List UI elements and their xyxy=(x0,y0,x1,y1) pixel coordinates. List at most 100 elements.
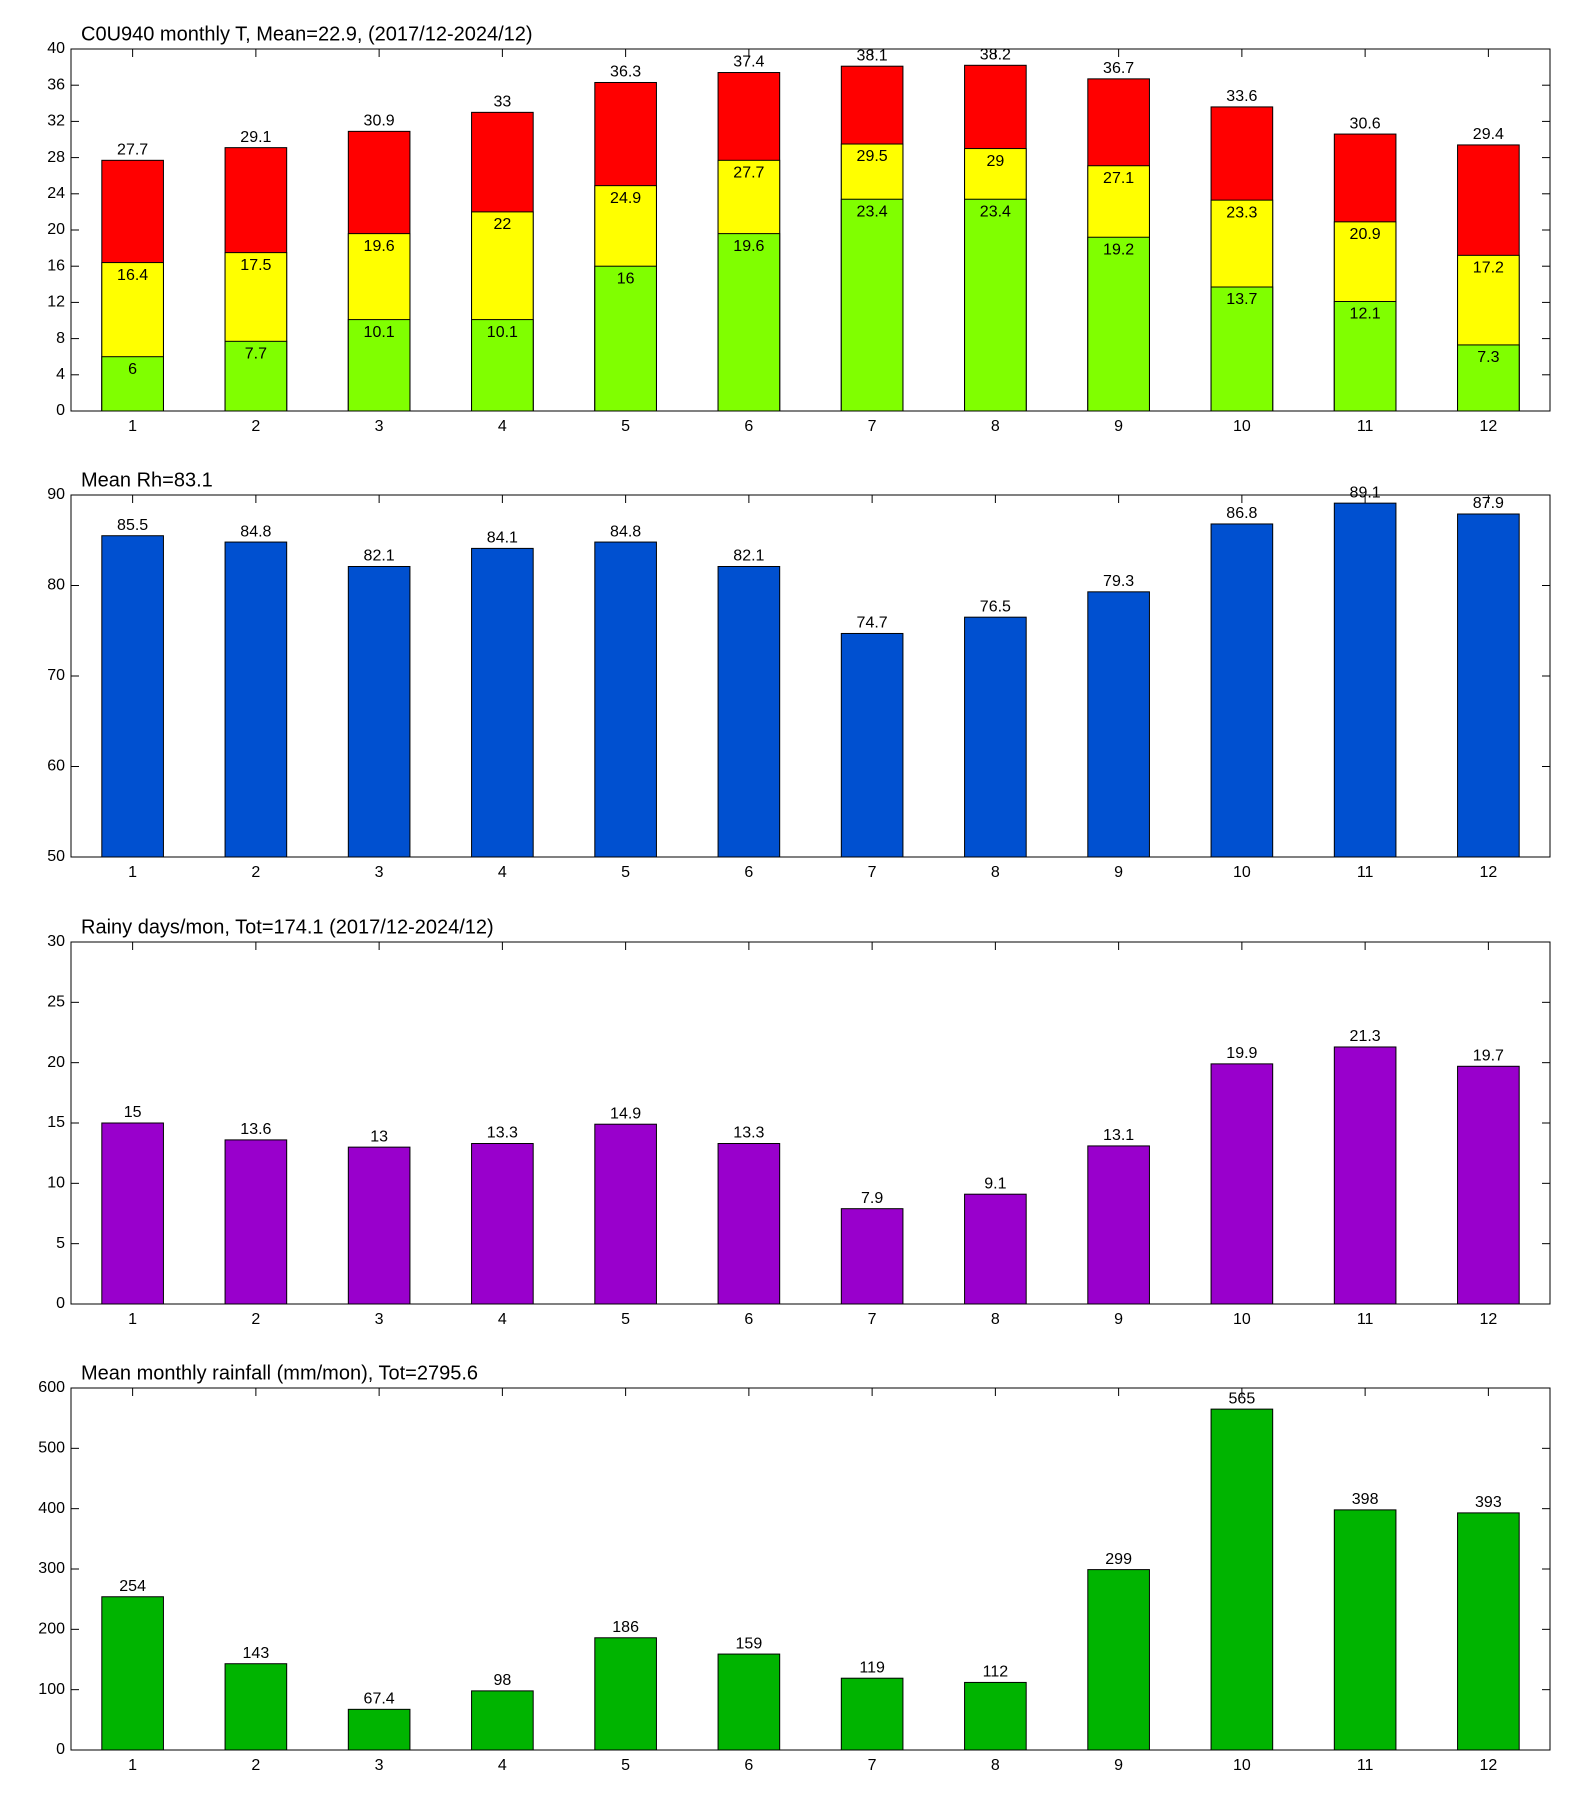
x-tick-label: 9 xyxy=(1114,418,1123,435)
x-tick-label: 5 xyxy=(621,418,630,435)
x-tick-label: 1 xyxy=(128,1757,137,1774)
bar xyxy=(1333,1046,1397,1305)
bar xyxy=(1333,1509,1397,1751)
axes-box xyxy=(70,48,1551,412)
x-tick-label: 2 xyxy=(251,1757,260,1774)
x-tick-label: 1 xyxy=(128,864,137,881)
bar xyxy=(964,1193,1027,1305)
bar xyxy=(1210,1408,1274,1751)
x-tick-label: 6 xyxy=(744,418,753,435)
x-tick-label: 10 xyxy=(1233,1757,1251,1774)
data-label: 33.6 xyxy=(1226,88,1257,105)
data-label: 17.5 xyxy=(240,257,271,274)
bar xyxy=(471,547,534,858)
bar xyxy=(347,1708,411,1751)
bar xyxy=(1087,236,1150,412)
x-tick-label: 3 xyxy=(375,864,384,881)
data-label: 6 xyxy=(128,361,137,378)
data-label: 10.1 xyxy=(487,324,518,341)
data-label: 36.3 xyxy=(610,64,641,81)
data-label: 186 xyxy=(612,1619,639,1636)
x-tick-label: 7 xyxy=(868,418,877,435)
data-label: 22 xyxy=(493,216,511,233)
data-label: 12.1 xyxy=(1350,306,1381,323)
data-label: 74.7 xyxy=(857,615,888,632)
bar xyxy=(471,319,534,412)
data-label: 84.1 xyxy=(487,530,518,547)
y-tick-label: 0 xyxy=(56,402,65,419)
data-label: 36.7 xyxy=(1103,60,1134,77)
x-tick-label: 11 xyxy=(1357,864,1374,881)
chart-title: C0U940 monthly T, Mean=22.9, (2017/12-20… xyxy=(81,23,533,45)
data-label: 13.6 xyxy=(240,1121,271,1138)
data-label: 20.9 xyxy=(1350,226,1381,243)
y-tick-label: 30 xyxy=(47,933,65,950)
bar xyxy=(717,233,781,412)
x-tick-label: 3 xyxy=(375,418,384,435)
bar xyxy=(594,265,657,412)
y-tick-label: 12 xyxy=(47,294,65,311)
x-tick-label: 1 xyxy=(128,418,137,435)
data-label: 7.9 xyxy=(861,1190,883,1207)
data-label: 23.4 xyxy=(980,203,1011,220)
bar xyxy=(1333,300,1397,412)
bar xyxy=(1333,502,1397,858)
bar xyxy=(1210,1063,1274,1305)
x-tick-label: 9 xyxy=(1114,1757,1123,1774)
y-tick-label: 20 xyxy=(47,221,65,238)
x-tick-label: 11 xyxy=(1357,418,1374,435)
bar xyxy=(964,1681,1027,1751)
bar xyxy=(224,1663,288,1751)
bar xyxy=(471,1143,534,1305)
bar xyxy=(717,1143,781,1305)
data-label: 119 xyxy=(859,1659,885,1676)
x-tick-label: 11 xyxy=(1357,1311,1374,1328)
data-label: 84.8 xyxy=(610,523,641,540)
x-tick-label: 6 xyxy=(744,1311,753,1328)
bar xyxy=(840,198,904,412)
x-tick-label: 12 xyxy=(1479,864,1497,881)
bar xyxy=(964,198,1027,412)
x-tick-label: 10 xyxy=(1233,1311,1251,1328)
x-tick-label: 11 xyxy=(1357,1757,1374,1774)
data-label: 79.3 xyxy=(1103,573,1134,590)
data-label: 87.9 xyxy=(1473,495,1504,512)
bar xyxy=(101,535,164,858)
y-tick-label: 60 xyxy=(47,758,65,775)
bar xyxy=(471,1690,534,1751)
x-tick-label: 2 xyxy=(251,864,260,881)
bar xyxy=(1210,286,1274,412)
data-label: 67.4 xyxy=(364,1691,395,1708)
x-tick-label: 2 xyxy=(251,418,260,435)
y-tick-label: 70 xyxy=(47,667,65,684)
data-label: 14.9 xyxy=(610,1105,641,1122)
x-tick-label: 6 xyxy=(744,864,753,881)
data-label: 159 xyxy=(736,1635,763,1652)
data-label: 29 xyxy=(986,153,1004,170)
data-label: 33 xyxy=(493,94,511,111)
bar xyxy=(1457,513,1520,858)
x-tick-label: 8 xyxy=(991,864,1000,881)
data-label: 23.4 xyxy=(857,203,888,220)
y-tick-label: 5 xyxy=(56,1235,65,1252)
bar xyxy=(1457,1512,1520,1751)
bar xyxy=(1087,591,1150,858)
bar xyxy=(594,541,657,858)
data-label: 10.1 xyxy=(364,324,395,341)
data-label: 13 xyxy=(370,1128,388,1145)
data-label: 16 xyxy=(617,270,635,287)
data-label: 13.3 xyxy=(733,1125,764,1142)
x-tick-label: 10 xyxy=(1233,864,1251,881)
x-tick-label: 7 xyxy=(868,1311,877,1328)
y-tick-label: 32 xyxy=(47,113,65,130)
data-label: 19.2 xyxy=(1103,241,1134,258)
data-label: 85.5 xyxy=(117,517,148,534)
y-tick-label: 24 xyxy=(47,185,65,202)
data-label: 37.4 xyxy=(733,54,764,71)
x-tick-label: 4 xyxy=(498,864,507,881)
x-tick-label: 9 xyxy=(1114,864,1123,881)
x-tick-label: 10 xyxy=(1233,418,1251,435)
x-tick-label: 4 xyxy=(498,418,507,435)
data-label: 9.1 xyxy=(984,1175,1006,1192)
